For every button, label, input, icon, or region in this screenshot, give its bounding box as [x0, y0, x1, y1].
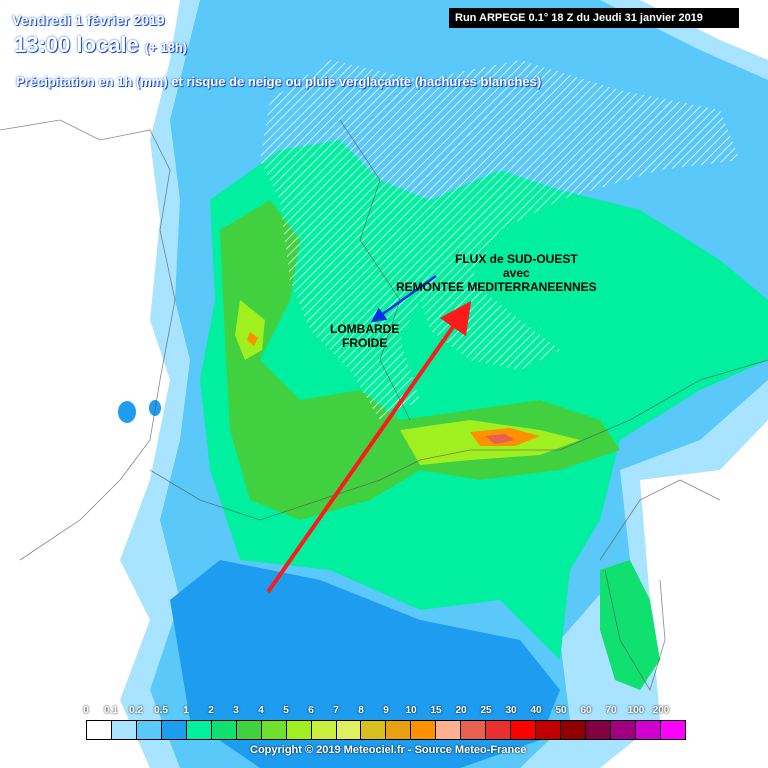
- legend-label: 0.1: [104, 705, 118, 716]
- legend-label: 2: [208, 705, 214, 716]
- legend-label: 200: [652, 705, 670, 716]
- model-run-label: Run ARPEGE 0.1° 18 Z du Jeudi 31 janvier…: [449, 8, 739, 28]
- legend-labels: 0 0.1 0.2 0.5 1 2 3 4 5 6 7 8 9 10 15 20 25 30 40 50 60 70 100…: [83, 705, 686, 719]
- legend-label: 60: [580, 705, 592, 716]
- legend-colorbar: [86, 720, 686, 740]
- legend-label: 50: [555, 705, 567, 716]
- flux-line-3: REMONTEE MEDITERRANEENNES: [396, 280, 597, 294]
- border-lines: [0, 119, 768, 691]
- cold-lombard-arrow: [370, 274, 437, 323]
- legend-swatch: [161, 721, 187, 739]
- flux-annotation: FLUX de SUD-OUEST avec REMONTEE MEDITERR…: [396, 252, 597, 294]
- forecast-time-value: 13:00 locale: [14, 32, 139, 57]
- copyright: Copyright © 2019 Meteociel.fr - Source M…: [250, 744, 527, 756]
- legend-swatch: [660, 721, 685, 739]
- precip-corsica: [600, 560, 660, 690]
- legend-label: 40: [530, 705, 542, 716]
- lombarde-line-2: FROIDE: [341, 336, 388, 350]
- legend-label: 70: [605, 705, 617, 716]
- legend-label: 4: [258, 705, 264, 716]
- legend-label: 10: [405, 705, 417, 716]
- precip-blue: [170, 560, 560, 768]
- forecast-time: 13:00 locale (+ 18h): [14, 32, 187, 58]
- precip-red: [485, 434, 515, 444]
- legend-swatch: [511, 721, 537, 739]
- legend-swatch: [361, 721, 387, 739]
- flux-line-2: avec: [502, 266, 530, 280]
- legend-swatch: [411, 721, 437, 739]
- legend-swatch: [136, 721, 162, 739]
- legend-swatch: [211, 721, 237, 739]
- legend-swatch: [236, 721, 262, 739]
- precip-orange: [247, 332, 540, 446]
- legend-label: 5: [283, 705, 289, 716]
- legend-swatch: [386, 721, 412, 739]
- forecast-lead: (+ 18h): [144, 40, 188, 55]
- legend-swatch: [186, 721, 212, 739]
- precip-spot: [118, 401, 136, 423]
- lombarde-annotation: LOMBARDE FROIDE: [330, 322, 399, 350]
- legend-label: 25: [480, 705, 492, 716]
- legend-label: 1: [183, 705, 189, 716]
- legend-label: 0.2: [129, 705, 143, 716]
- legend-label: 30: [505, 705, 517, 716]
- legend-swatch: [586, 721, 612, 739]
- legend-swatch: [111, 721, 137, 739]
- legend-swatch: [635, 721, 661, 739]
- legend-label: 15: [430, 705, 442, 716]
- legend-label: 9: [383, 705, 389, 716]
- snow-risk-hatch: [260, 60, 740, 420]
- legend-label: 0.5: [154, 705, 168, 716]
- legend-swatch: [611, 721, 636, 739]
- legend-swatch: [286, 721, 312, 739]
- lombarde-line-1: LOMBARDE: [330, 322, 400, 336]
- map-subtitle: Précipitation en 1h (mm) et risque de ne…: [16, 74, 542, 89]
- legend-swatch: [536, 721, 562, 739]
- southwest-flow-arrow: [266, 300, 472, 594]
- legend-label: 3: [233, 705, 239, 716]
- legend-swatch: [486, 721, 512, 739]
- legend-label: 0: [83, 705, 89, 716]
- legend-swatch: [336, 721, 362, 739]
- legend-swatch: [261, 721, 287, 739]
- legend-swatch: [436, 721, 462, 739]
- legend-label: 6: [308, 705, 314, 716]
- forecast-date: Vendredi 1 février 2019: [12, 12, 165, 28]
- legend-swatch: [561, 721, 587, 739]
- legend-label: 8: [358, 705, 364, 716]
- legend-label: 20: [455, 705, 467, 716]
- legend-swatch: [311, 721, 337, 739]
- flux-line-1: FLUX de SUD-OUEST: [455, 252, 578, 266]
- legend-swatch: [87, 721, 112, 739]
- legend-swatch: [461, 721, 487, 739]
- legend-label: 7: [333, 705, 339, 716]
- legend-label: 100: [627, 705, 645, 716]
